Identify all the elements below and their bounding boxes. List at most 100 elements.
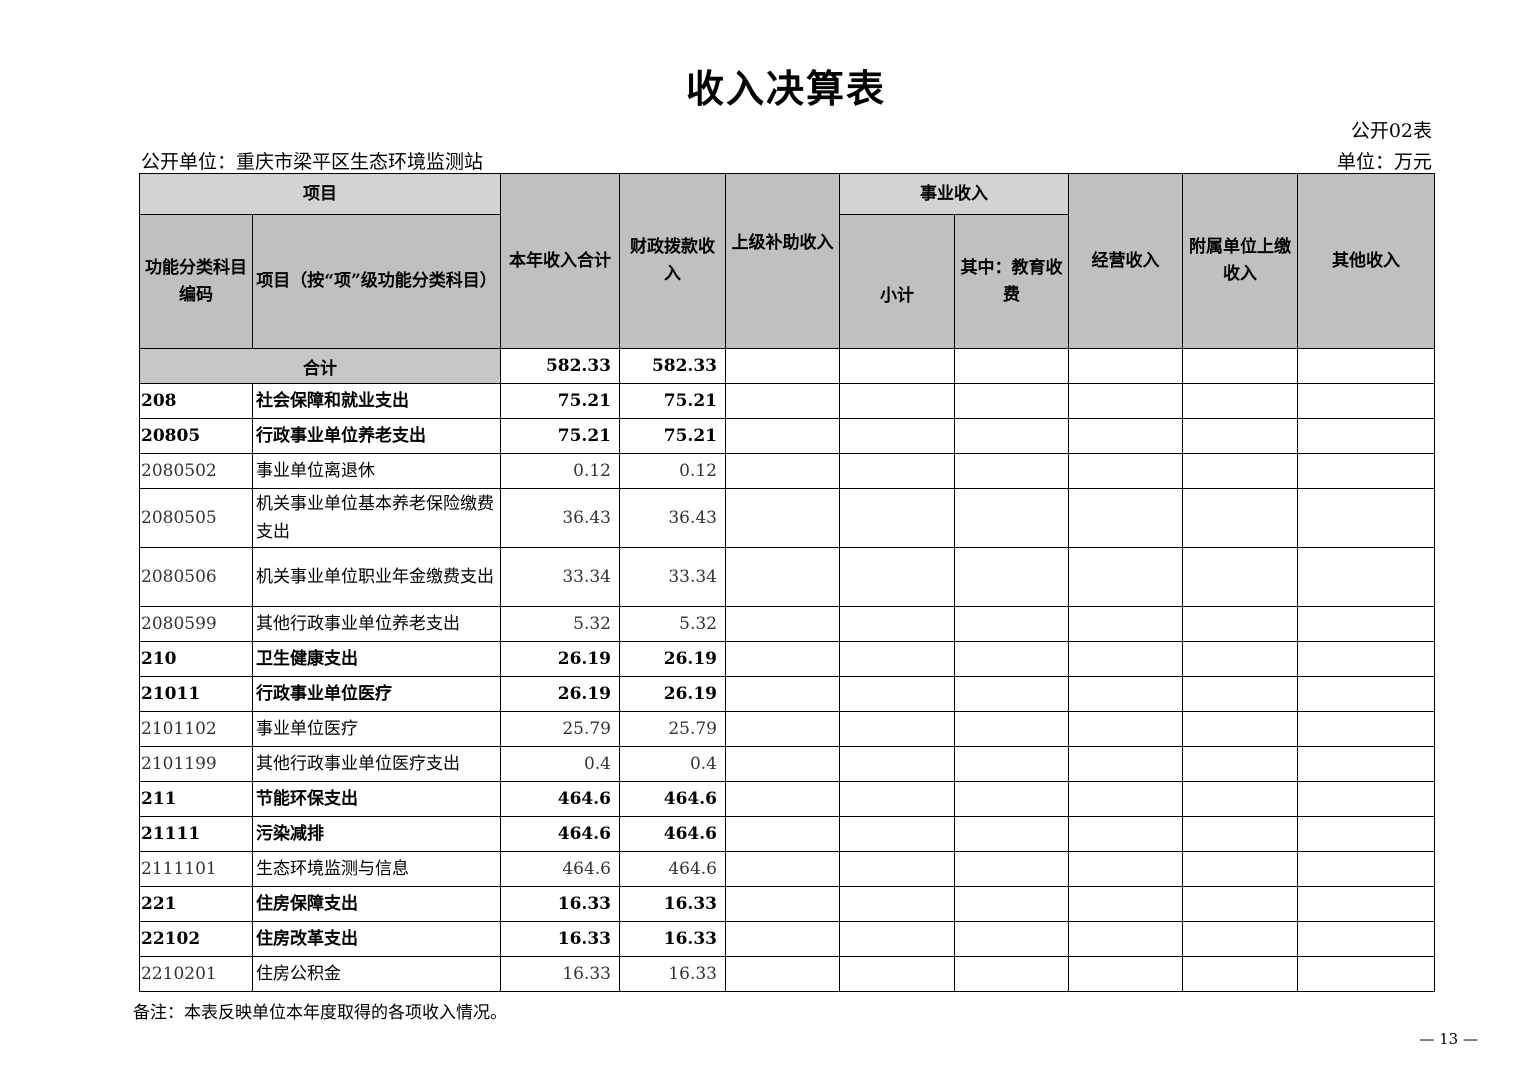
empty-cell xyxy=(839,453,955,489)
row-total: 0.12 xyxy=(500,453,620,489)
empty-cell xyxy=(1297,746,1435,782)
row-total: 16.33 xyxy=(500,956,620,992)
row-name: 机关事业单位基本养老保险缴费支出 xyxy=(252,488,501,548)
empty-cell xyxy=(1068,956,1183,992)
empty-cell xyxy=(1297,956,1435,992)
page-title: 收入决算表 xyxy=(685,66,886,111)
row-total: 5.32 xyxy=(500,606,620,642)
empty-cell xyxy=(725,816,840,852)
row-total: 75.21 xyxy=(500,418,620,454)
row-name: 住房公积金 xyxy=(252,956,501,992)
empty-cell xyxy=(954,711,1069,747)
row-name: 行政事业单位养老支出 xyxy=(252,418,501,454)
header-fiscal: 财政拨款收入 xyxy=(619,173,726,349)
row-name: 住房保障支出 xyxy=(252,886,501,922)
table-row: 2080505 机关事业单位基本养老保险缴费支出 36.43 36.43 xyxy=(139,488,1435,548)
row-total: 36.43 xyxy=(500,488,620,548)
row-total: 75.21 xyxy=(500,383,620,419)
empty-cell xyxy=(839,886,955,922)
table-row: 2210201 住房公积金 16.33 16.33 xyxy=(139,956,1435,992)
empty-cell xyxy=(1182,921,1298,957)
income-table: 项目 本年收入合计 财政拨款收入 上级补助收入 事业收入 经营收入 附属单位上缴… xyxy=(139,173,1435,992)
row-fiscal: 464.6 xyxy=(619,816,726,852)
empty-cell xyxy=(954,921,1069,957)
row-fiscal: 0.4 xyxy=(619,746,726,782)
row-code: 2210201 xyxy=(139,956,253,992)
row-total: 26.19 xyxy=(500,641,620,677)
empty-cell xyxy=(725,488,840,548)
empty-cell xyxy=(1297,547,1435,607)
empty-cell xyxy=(1068,547,1183,607)
row-name: 生态环境监测与信息 xyxy=(252,851,501,887)
footnote: 备注：本表反映单位本年度取得的各项收入情况。 xyxy=(133,1003,507,1023)
empty-cell xyxy=(1182,886,1298,922)
empty-cell xyxy=(954,746,1069,782)
table-row: 21111 污染减排 464.6 464.6 xyxy=(139,816,1435,852)
page-number: — 13 — xyxy=(1419,1030,1478,1048)
empty-cell xyxy=(954,453,1069,489)
row-code: 21011 xyxy=(139,676,253,712)
table-row: 2101199 其他行政事业单位医疗支出 0.4 0.4 xyxy=(139,746,1435,782)
table-row: 20805 行政事业单位养老支出 75.21 75.21 xyxy=(139,418,1435,454)
empty-cell xyxy=(954,956,1069,992)
form-number: 公开02表 xyxy=(1350,120,1432,142)
row-code: 2080506 xyxy=(139,547,253,607)
empty-cell xyxy=(1068,746,1183,782)
empty-cell xyxy=(839,547,955,607)
empty-cell xyxy=(1182,547,1298,607)
empty-cell xyxy=(1297,676,1435,712)
empty-cell xyxy=(1182,816,1298,852)
empty-cell xyxy=(1068,886,1183,922)
row-code: 2080502 xyxy=(139,453,253,489)
empty-cell xyxy=(1182,676,1298,712)
empty-cell xyxy=(1068,383,1183,419)
header-other: 其他收入 xyxy=(1297,173,1435,349)
header-business-group: 事业收入 xyxy=(839,173,1069,215)
empty-cell xyxy=(725,886,840,922)
empty-cell xyxy=(1068,418,1183,454)
row-code: 208 xyxy=(139,383,253,419)
row-fiscal: 464.6 xyxy=(619,781,726,817)
row-code: 2080599 xyxy=(139,606,253,642)
row-code: 20805 xyxy=(139,418,253,454)
empty-cell xyxy=(839,956,955,992)
row-name: 事业单位离退休 xyxy=(252,453,501,489)
row-total: 16.33 xyxy=(500,886,620,922)
empty-cell xyxy=(839,676,955,712)
empty-cell xyxy=(839,781,955,817)
empty-cell xyxy=(1297,851,1435,887)
row-name: 住房改革支出 xyxy=(252,921,501,957)
row-total: 33.34 xyxy=(500,547,620,607)
row-total: 25.79 xyxy=(500,711,620,747)
empty-cell xyxy=(839,851,955,887)
empty-cell xyxy=(1297,781,1435,817)
header-item-group: 项目 xyxy=(139,173,501,215)
table-row: 22102 住房改革支出 16.33 16.33 xyxy=(139,921,1435,957)
header-total: 本年收入合计 xyxy=(500,173,620,349)
empty-cell xyxy=(725,676,840,712)
header-name: 项目（按“项”级功能分类科目） xyxy=(252,214,501,349)
empty-cell xyxy=(954,488,1069,548)
row-total: 464.6 xyxy=(500,781,620,817)
header-education: 其中：教育收费 xyxy=(954,214,1069,349)
empty-cell xyxy=(1182,711,1298,747)
row-name: 其他行政事业单位养老支出 xyxy=(252,606,501,642)
empty-cell xyxy=(1297,453,1435,489)
row-name: 机关事业单位职业年金缴费支出 xyxy=(252,547,501,607)
empty-cell xyxy=(839,418,955,454)
total-fiscal: 582.33 xyxy=(619,348,726,384)
header-code: 功能分类科目编码 xyxy=(139,214,253,349)
empty-cell xyxy=(1297,921,1435,957)
empty-cell xyxy=(954,676,1069,712)
header-subtotal: 小计 xyxy=(839,214,955,349)
row-total: 0.4 xyxy=(500,746,620,782)
empty-cell xyxy=(1182,746,1298,782)
empty-cell xyxy=(1182,851,1298,887)
row-total: 26.19 xyxy=(500,676,620,712)
row-code: 2101102 xyxy=(139,711,253,747)
table-row: 21011 行政事业单位医疗 26.19 26.19 xyxy=(139,676,1435,712)
empty-cell xyxy=(839,921,955,957)
table-row: 210 卫生健康支出 26.19 26.19 xyxy=(139,641,1435,677)
empty-cell xyxy=(954,641,1069,677)
empty-cell xyxy=(839,641,955,677)
